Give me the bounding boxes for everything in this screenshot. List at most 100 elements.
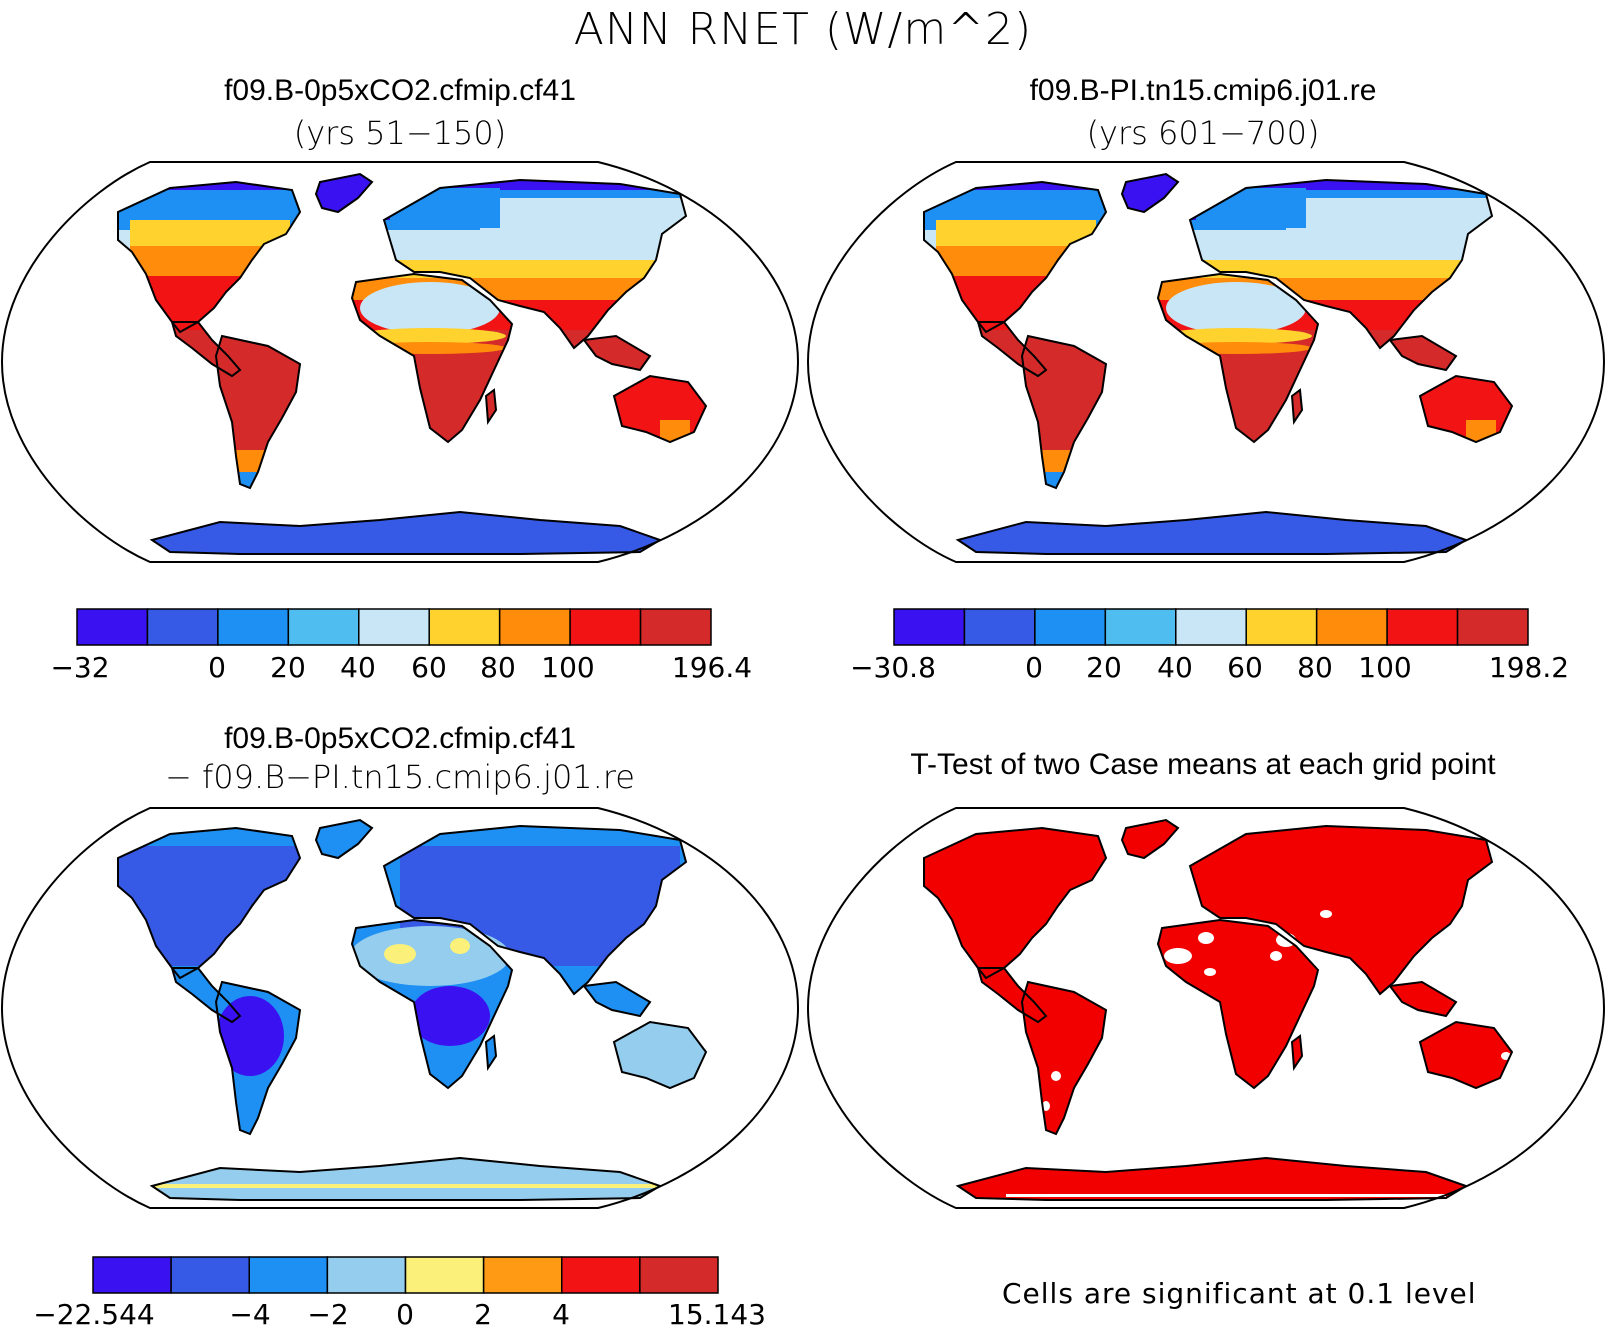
colorbar-box xyxy=(146,608,219,646)
field-patch xyxy=(216,996,284,1076)
panel-subtitle-top-right: (yrs 601−700) xyxy=(1086,114,1320,152)
field-band xyxy=(924,480,1512,510)
colorbar-box xyxy=(217,608,290,646)
coastline-samerica xyxy=(214,980,302,1136)
coastline-greenland xyxy=(314,818,374,860)
field-patch xyxy=(130,276,290,326)
field-patch xyxy=(360,282,500,334)
field-patch xyxy=(1160,328,1312,344)
nonsignificant-patch xyxy=(1006,1194,1446,1197)
field-patch xyxy=(384,944,416,964)
field-patch xyxy=(354,342,506,354)
field-patch xyxy=(1106,174,1196,220)
field-patch xyxy=(350,926,510,986)
colorbar-box xyxy=(1104,608,1177,646)
coastline-madagascar xyxy=(484,1034,498,1071)
coastline-eurasia xyxy=(382,824,688,996)
colorbar-box xyxy=(569,608,642,646)
colorbar-tick: 0 xyxy=(208,651,226,684)
map-case1 xyxy=(0,161,800,563)
coastline-australia xyxy=(612,374,708,444)
coastline-namerica xyxy=(117,180,302,334)
field-patch xyxy=(480,198,700,248)
colorbar-box xyxy=(1245,608,1318,646)
map-frame xyxy=(806,807,1606,1209)
colorbar-box xyxy=(326,1256,407,1294)
coastline-samerica xyxy=(1020,334,1108,490)
colorbar-box xyxy=(287,608,360,646)
colorbar-tick: 15.143 xyxy=(668,1298,766,1331)
field-band xyxy=(118,174,706,190)
field-patch xyxy=(300,174,390,220)
colorbar-box xyxy=(170,1256,250,1294)
colorbar-box xyxy=(92,1256,172,1294)
figure-title: ANN RNET (W/m^2) xyxy=(573,4,1033,55)
coastline-madagascar xyxy=(1290,1034,1304,1071)
coastline-namerica xyxy=(117,826,302,980)
panel-title-bottom-left: f09.B-0p5xCO2.cfmip.cf41 xyxy=(224,722,576,755)
colorbar-case2 xyxy=(893,608,1529,646)
coastline-antarctica xyxy=(149,1156,663,1201)
colorbar-tick: 20 xyxy=(270,651,306,684)
coastline-camerica xyxy=(976,321,1048,378)
coastline-antarctica xyxy=(955,1156,1469,1201)
colorbar-tick: 196.4 xyxy=(671,651,753,684)
colorbar-case1 xyxy=(76,608,712,646)
colorbar-tick: −4 xyxy=(229,1298,271,1331)
colorbar-box xyxy=(1175,608,1247,646)
colorbar-box xyxy=(248,1256,329,1294)
map-case2 xyxy=(806,161,1606,563)
nonsignificant-patch xyxy=(1204,968,1216,976)
colorbar-box xyxy=(1315,608,1388,646)
field-band xyxy=(924,174,1512,190)
colorbar-box xyxy=(1034,608,1107,646)
coastline-antarctica xyxy=(149,510,663,555)
map-frame xyxy=(0,161,800,563)
significance-note: Cells are significant at 0.1 level xyxy=(1002,1277,1477,1310)
field-band xyxy=(924,230,1512,260)
coastline-namerica xyxy=(923,180,1108,334)
colorbar-tick: 0 xyxy=(396,1298,414,1331)
colorbar-tick: 4 xyxy=(552,1298,570,1331)
colorbar-tick: 0 xyxy=(1025,651,1043,684)
coastline-eurasia xyxy=(1188,178,1494,350)
colorbar-tick: 100 xyxy=(541,651,595,684)
coastline-camerica xyxy=(170,321,242,378)
coastline-camerica xyxy=(170,967,242,1024)
coastline-camerica xyxy=(976,967,1048,1024)
map-ttest-significance xyxy=(806,807,1606,1209)
coastline-africa xyxy=(350,918,514,1090)
field-patch xyxy=(118,846,300,966)
coastline-seasia xyxy=(582,334,652,372)
field-band xyxy=(118,230,706,260)
coastline-seasia xyxy=(1388,334,1458,372)
field-patch xyxy=(130,220,290,246)
colorbar-tick: 60 xyxy=(411,651,447,684)
colorbar-box xyxy=(639,1256,719,1294)
colorbar-tick: 20 xyxy=(1086,651,1122,684)
colorbar-box xyxy=(358,608,430,646)
coastline-seasia xyxy=(582,980,652,1018)
field-patch xyxy=(150,1184,670,1188)
panel-title-bottom-right: T-Test of two Case means at each grid po… xyxy=(910,748,1496,781)
coastline-seasia xyxy=(1388,980,1458,1018)
nonsignificant-patch xyxy=(1270,951,1282,961)
nonsignificant-patch xyxy=(1164,948,1192,964)
colorbar-box xyxy=(428,608,501,646)
coastline-madagascar xyxy=(484,388,498,425)
coastline-eurasia xyxy=(382,178,688,350)
field-patch xyxy=(1226,188,1306,228)
colorbar-box xyxy=(482,1256,563,1294)
nonsignificant-patch xyxy=(1198,932,1214,944)
coastline-australia xyxy=(1418,374,1514,444)
coastline-australia xyxy=(612,1020,708,1090)
colorbar-tick: −30.8 xyxy=(850,651,936,684)
coastline-greenland xyxy=(314,172,374,214)
colorbar-box xyxy=(404,1256,485,1294)
nonsignificant-patch xyxy=(1051,1071,1061,1081)
colorbar-difference xyxy=(92,1256,719,1294)
field-patch xyxy=(420,188,500,228)
field-patch xyxy=(1286,198,1506,248)
colorbar-tick: 198.2 xyxy=(1488,651,1570,684)
field-patch xyxy=(354,328,506,344)
